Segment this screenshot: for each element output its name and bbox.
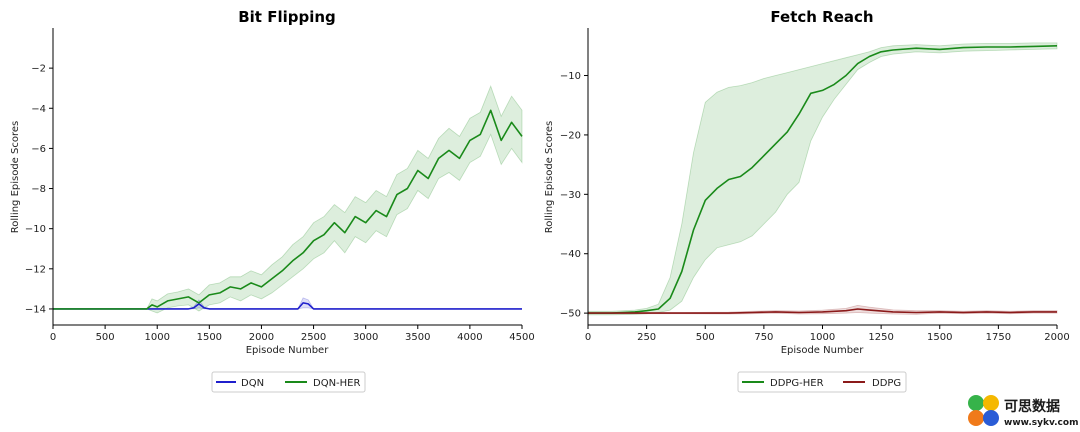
x-tick-label: 1500 <box>197 332 222 343</box>
x-tick-label: 2500 <box>301 332 326 343</box>
series-band-1 <box>53 85 523 314</box>
legend-label-dqn: DQN <box>241 378 264 389</box>
series-band-0 <box>53 297 522 310</box>
logo-dot-yellow <box>983 395 999 411</box>
x-tick-label: 1750 <box>986 332 1011 343</box>
y-tick-label: −2 <box>31 64 46 75</box>
chart-bit-flipping: Bit Flipping Episode Number Rolling Epis… <box>10 8 535 356</box>
legend-box <box>737 371 907 393</box>
watermark-title: 可思数据 <box>1004 398 1060 415</box>
series-band-0 <box>587 42 1058 316</box>
x-tick-label: 1000 <box>810 332 835 343</box>
y-tick-label: −10 <box>560 71 581 82</box>
chart-title: Bit Flipping <box>238 8 336 26</box>
y-tick-label: −14 <box>25 304 46 315</box>
x-tick-label: 750 <box>754 332 773 343</box>
legend-label-ddpg-her: DDPG-HER <box>770 378 824 389</box>
x-tick-label: 500 <box>696 332 715 343</box>
x-tick-label: 1000 <box>144 332 169 343</box>
x-tick-label: 500 <box>96 332 115 343</box>
y-tick-label: −20 <box>560 130 581 141</box>
x-tick-label: 1250 <box>868 332 893 343</box>
x-axis-label: Episode Number <box>781 345 865 356</box>
chart-fetch-reach: Fetch Reach Episode Number Rolling Episo… <box>544 8 1070 356</box>
x-tick-label: 0 <box>50 332 56 343</box>
y-tick-label: −8 <box>31 184 46 195</box>
x-tick-label: 4000 <box>457 332 482 343</box>
x-tick-label: 3000 <box>353 332 378 343</box>
series-line-0 <box>53 302 522 310</box>
y-tick-label: −50 <box>560 309 581 320</box>
legend-bit-flipping: DQN DQN-HER <box>211 371 366 393</box>
logo-dot-green <box>968 395 984 411</box>
watermark-url: www.sykv.com <box>1004 418 1078 428</box>
watermark-logo: 可思数据 www.sykv.com <box>968 395 1078 428</box>
x-tick-label: 250 <box>637 332 656 343</box>
y-tick-label: −40 <box>560 249 581 260</box>
series-line-1 <box>53 109 523 310</box>
legend-label-dqn-her: DQN-HER <box>313 378 360 389</box>
y-tick-label: −10 <box>25 224 46 235</box>
series-line-0 <box>588 45 1058 314</box>
y-tick-label: −30 <box>560 190 581 201</box>
legend-label-ddpg: DDPG <box>872 378 901 389</box>
y-tick-label: −4 <box>31 104 46 115</box>
x-tick-label: 0 <box>585 332 591 343</box>
x-tick-label: 3500 <box>405 332 430 343</box>
y-tick-label: −6 <box>31 144 46 155</box>
x-tick-label: 2000 <box>1044 332 1069 343</box>
y-tick-label: −12 <box>25 264 46 275</box>
series-line-1 <box>588 308 1057 314</box>
y-axis-label: Rolling Episode Scores <box>10 121 21 234</box>
x-tick-label: 2000 <box>249 332 274 343</box>
logo-dot-blue <box>983 410 999 426</box>
x-tick-label: 1500 <box>927 332 952 343</box>
x-tick-label: 4500 <box>509 332 534 343</box>
chart-title: Fetch Reach <box>770 8 873 26</box>
legend-fetch-reach: DDPG-HER DDPG <box>737 371 907 393</box>
x-axis-label: Episode Number <box>246 345 330 356</box>
logo-dot-orange <box>968 410 984 426</box>
y-axis-label: Rolling Episode Scores <box>544 121 555 234</box>
